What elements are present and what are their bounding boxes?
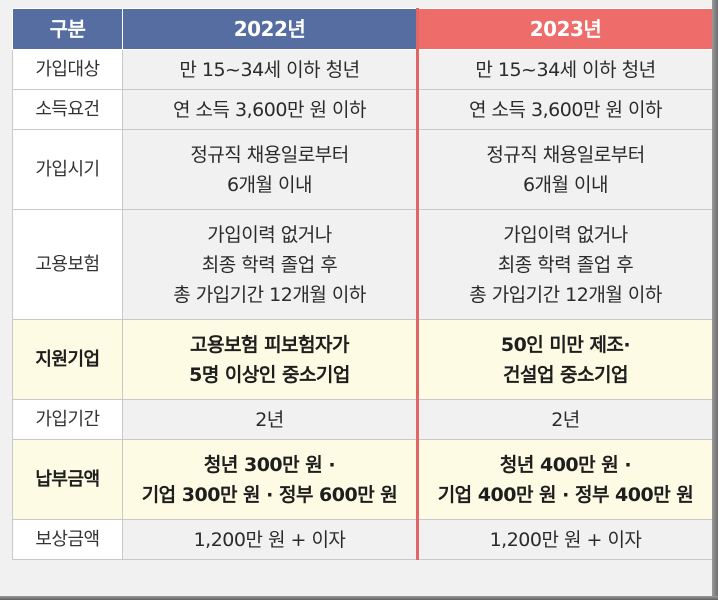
row-label-cell: 고용보험: [12, 209, 123, 320]
cell-text-line: 청년 300만 원 ·: [203, 453, 336, 476]
row-label-cell: 가입시기: [12, 129, 123, 210]
cell-2023: 1,200만 원 + 이자: [416, 519, 715, 560]
cell-text-line: 최종 학력 졸업 후: [201, 253, 338, 276]
cell-text-line: 만 15~34세 이하 청년: [475, 58, 656, 81]
cell-text-line: 연 소득 3,600만 원 이하: [173, 98, 366, 121]
table-row: 가입시기 정규직 채용일로부터 6개월 이내 정규직 채용일로부터 6개월 이내: [12, 129, 715, 210]
cell-text-line: 6개월 이내: [226, 173, 313, 196]
cell-text-line: 총 가입기간 12개월 이하: [173, 283, 366, 306]
row-label-cell: 지원기업: [12, 319, 123, 400]
cell-text-line: 1,200만 원 + 이자: [193, 528, 346, 551]
cell-text-line: 청년 400만 원 ·: [499, 453, 632, 476]
cell-text-line: 2년: [255, 408, 284, 431]
header-2022-cell: 2022년: [122, 8, 418, 50]
cell-2023: 50인 미만 제조· 건설업 중소기업: [416, 319, 715, 400]
table-row: 지원기업 고용보험 피보험자가 5명 이상인 중소기업 50인 미만 제조· 건설업 중…: [12, 319, 715, 400]
cell-text-line: 기업 400만 원 · 정부 400만 원: [437, 483, 694, 506]
cell-text-line: 총 가입기간 12개월 이하: [469, 283, 662, 306]
cell-text-line: 50인 미만 제조·: [500, 333, 631, 356]
table-row: 가입대상 만 15~34세 이하 청년 만 15~34세 이하 청년: [12, 49, 715, 90]
cell-2022: 연 소득 3,600만 원 이하: [122, 89, 418, 130]
comparison-table: 구분 2022년 2023년 가입대상 만 15~34세 이하 청년 만 15~34…: [12, 8, 715, 560]
cell-2022: 1,200만 원 + 이자: [122, 519, 418, 560]
table-row: 소득요건 연 소득 3,600만 원 이하 연 소득 3,600만 원 이하: [12, 89, 715, 130]
cell-2022: 만 15~34세 이하 청년: [122, 49, 418, 90]
page-edge-right: [712, 0, 718, 600]
cell-2023: 정규직 채용일로부터 6개월 이내: [416, 129, 715, 210]
cell-text-line: 연 소득 3,600만 원 이하: [469, 98, 662, 121]
row-label-cell: 소득요건: [12, 89, 123, 130]
table-header-row: 구분 2022년 2023년: [12, 8, 715, 50]
cell-text-line: 최종 학력 졸업 후: [497, 253, 634, 276]
table-row: 보상금액 1,200만 원 + 이자 1,200만 원 + 이자: [12, 519, 715, 560]
cell-text-line: 고용보험 피보험자가: [190, 333, 349, 356]
row-label-cell: 가입대상: [12, 49, 123, 90]
row-label-cell: 보상금액: [12, 519, 123, 560]
header-label-cell: 구분: [12, 8, 123, 50]
cell-2022: 정규직 채용일로부터 6개월 이내: [122, 129, 418, 210]
cell-2023: 만 15~34세 이하 청년: [416, 49, 715, 90]
cell-2023: 청년 400만 원 · 기업 400만 원 · 정부 400만 원: [416, 439, 715, 520]
cell-text-line: 가입이력 없거나: [207, 223, 332, 246]
cell-text-line: 정규직 채용일로부터: [486, 143, 645, 166]
page-edge-bottom: [0, 596, 718, 600]
cell-2022: 고용보험 피보험자가 5명 이상인 중소기업: [122, 319, 418, 400]
cell-text-line: 6개월 이내: [522, 173, 609, 196]
cell-text-line: 2년: [551, 408, 580, 431]
cell-text-line: 가입이력 없거나: [503, 223, 628, 246]
cell-text-line: 1,200만 원 + 이자: [489, 528, 642, 551]
header-2023-cell: 2023년: [416, 8, 715, 50]
cell-text-line: 기업 300만 원 · 정부 600만 원: [141, 483, 398, 506]
cell-2022: 2년: [122, 399, 418, 440]
cell-2022: 청년 300만 원 · 기업 300만 원 · 정부 600만 원: [122, 439, 418, 520]
cell-text-line: 만 15~34세 이하 청년: [179, 58, 360, 81]
table-row: 가입기간 2년 2년: [12, 399, 715, 440]
cell-text-line: 건설업 중소기업: [503, 363, 628, 386]
row-label-cell: 납부금액: [12, 439, 123, 520]
table-row: 납부금액 청년 300만 원 · 기업 300만 원 · 정부 600만 원 청년 4…: [12, 439, 715, 520]
row-label-cell: 가입기간: [12, 399, 123, 440]
cell-text-line: 5명 이상인 중소기업: [189, 363, 350, 386]
cell-text-line: 정규직 채용일로부터: [190, 143, 349, 166]
cell-2023: 연 소득 3,600만 원 이하: [416, 89, 715, 130]
cell-2023: 2년: [416, 399, 715, 440]
